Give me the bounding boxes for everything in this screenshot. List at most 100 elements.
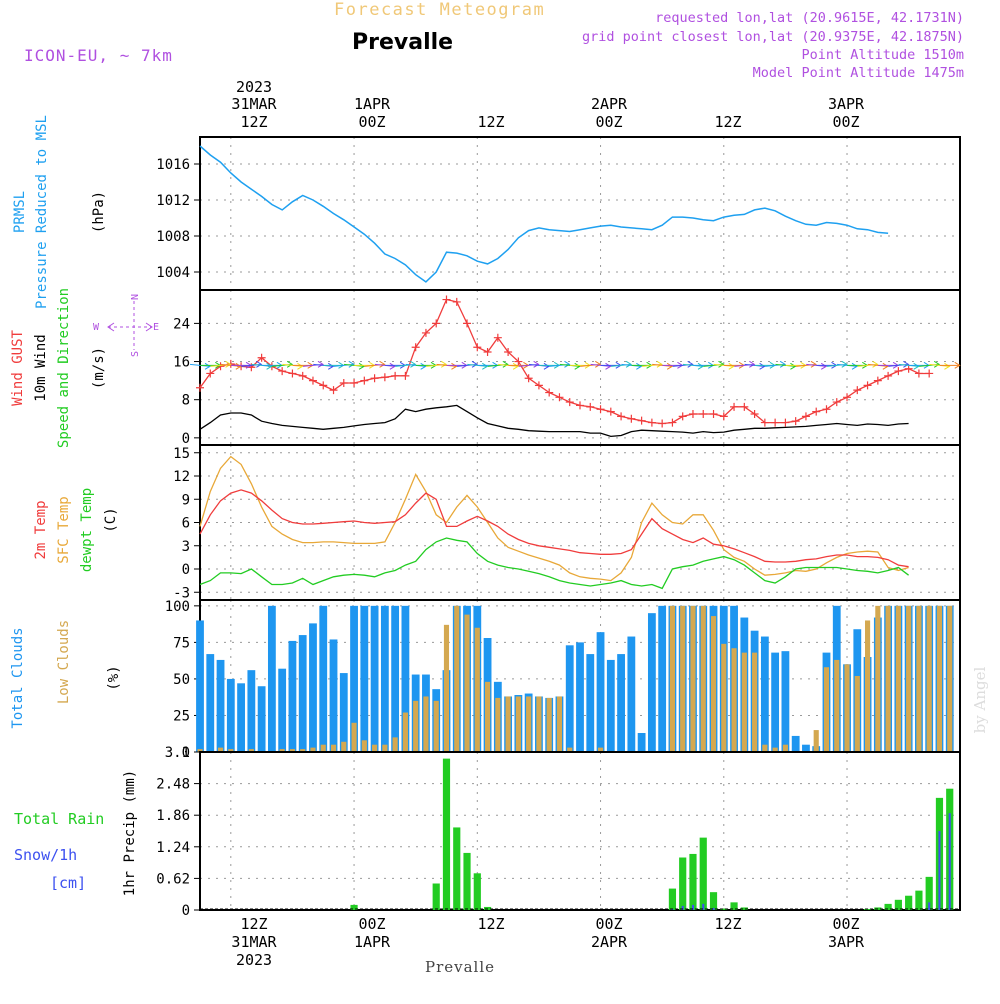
wind-ytick-label-0: 0 — [182, 431, 190, 447]
total-cloud-bar — [257, 686, 266, 752]
wind-direction-arrow — [549, 360, 571, 368]
precipitation-panel: 0 0.62 1.24 1.86 2.48 3.1 — [156, 745, 961, 919]
total-cloud-bar — [401, 605, 410, 752]
rain-bar — [740, 907, 748, 910]
gust-marker — [627, 414, 636, 423]
bottom-time-31mar-12z: 12Z — [240, 915, 267, 933]
location-title: Prevalle — [352, 30, 453, 55]
low-cloud-bar — [875, 605, 881, 752]
wind-direction-arrow — [652, 362, 674, 370]
total-cloud-bar — [206, 654, 215, 752]
gust-marker — [339, 379, 348, 387]
pressure-unit-label: (hPa) — [91, 191, 107, 233]
compass-e: E — [153, 322, 159, 333]
wind-direction-arrow — [395, 360, 417, 368]
total-cloud-bar — [309, 623, 317, 752]
temp-ytick-label-2: 3 — [182, 539, 190, 555]
top-time-3apr-00z: 00Z — [832, 113, 859, 131]
wind-direction-arrow — [898, 362, 920, 370]
bottom-time-labels: 12Z 31MAR 2023 00Z 1APR 12Z 00Z 2APR 12Z… — [231, 915, 865, 969]
gust-marker — [524, 374, 533, 383]
low-cloud-bar — [700, 605, 706, 752]
low-cloud-bar — [289, 749, 295, 752]
total-cloud-bar — [360, 605, 369, 752]
low-cloud-bar — [710, 616, 717, 752]
precip-axis-label: 1hr Precip (mm) — [122, 770, 138, 896]
gust-marker — [843, 393, 852, 402]
precip-ytick-label-0: 0 — [182, 903, 190, 919]
low-cloud-bar — [834, 659, 840, 752]
bottom-date-1apr: 1APR — [354, 933, 391, 951]
wind-direction-arrow — [929, 362, 951, 370]
wind-speed-dir-label: Speed and Direction — [56, 288, 72, 448]
top-time-1apr-00z: 00Z — [358, 113, 385, 131]
footer-location: Prevalle — [425, 958, 495, 976]
low-cloud-bar — [721, 643, 727, 752]
low-cloud-bar — [372, 744, 378, 752]
low-cloud-bar — [567, 747, 573, 752]
wind-direction-arrow — [611, 360, 633, 368]
gust-marker — [442, 295, 451, 304]
temp-unit-label: (C) — [103, 507, 119, 532]
snow-unit-label: [cm] — [50, 874, 86, 892]
low-cloud-bar — [772, 747, 778, 752]
pressure-labels: PRMSL Pressure Reduced to MSL (hPa) — [12, 115, 107, 309]
wind-direction-arrow — [456, 360, 478, 368]
forecast-title: Forecast Meteogram — [334, 0, 545, 20]
precip-ytick-label-4: 2.48 — [156, 777, 190, 793]
gust-marker — [493, 333, 502, 342]
wind-direction-arrow — [487, 360, 509, 368]
low-cloud-bar — [197, 749, 203, 752]
wind-direction-arrow — [302, 360, 324, 368]
low-cloud-bar — [762, 744, 768, 752]
bottom-time-1apr-12z: 12Z — [477, 915, 504, 933]
snow-bar — [948, 813, 951, 910]
rain-bar — [432, 883, 440, 910]
gust-marker — [360, 376, 369, 385]
rain-bar — [925, 876, 933, 910]
bottom-time-2apr-12z: 12Z — [714, 915, 741, 933]
gust-marker — [884, 371, 893, 380]
low-cloud-bar — [895, 605, 901, 752]
temp-ytick-label-1: 0 — [182, 562, 190, 578]
total-cloud-bar — [237, 683, 245, 752]
total-cloud-bar — [596, 632, 605, 752]
clouds-ytick-label-1: 25 — [173, 708, 190, 724]
watermark: by Angel — [971, 666, 989, 733]
wind-direction-arrow — [282, 362, 304, 370]
total-cloud-bar — [370, 605, 379, 752]
gust-marker — [298, 371, 307, 380]
gust-marker — [370, 374, 379, 383]
rain-bar — [689, 853, 697, 910]
low-cloud-bar — [926, 605, 932, 752]
snow-bar — [712, 907, 715, 910]
low-cloud-bar — [485, 681, 491, 752]
total-cloud-bar — [319, 605, 328, 752]
total-cloud-bar — [298, 635, 307, 752]
snow-bar — [681, 905, 684, 910]
total-cloud-bar — [617, 654, 625, 752]
total-cloud-bar — [576, 642, 584, 752]
top-date-1apr: 1APR — [354, 95, 391, 113]
gust-marker — [647, 418, 656, 427]
clouds-ytick-label-0: 0 — [182, 745, 190, 761]
gust-marker — [668, 418, 677, 427]
low-cloud-bar — [690, 605, 696, 752]
wind-direction-arrow — [682, 362, 704, 370]
bottom-time-2apr-00z: 00Z — [595, 915, 622, 933]
low-cloud-bar — [865, 620, 871, 752]
gust-marker — [411, 343, 420, 352]
gust-marker — [709, 410, 718, 418]
low-cloud-bar — [433, 700, 439, 752]
gust-marker — [545, 388, 554, 397]
wind-direction-arrow — [364, 360, 386, 368]
low-cloud-bar — [454, 605, 460, 752]
low-cloud-bar — [597, 747, 604, 752]
low-cloud-bar — [854, 676, 860, 752]
low-cloud-bar — [279, 749, 285, 752]
compass-w-arrowhead — [107, 322, 115, 332]
temp-ytick-label-3: 6 — [182, 516, 190, 532]
total-cloud-bar — [329, 639, 338, 752]
point-altitude: Point Altitude 1510m — [801, 47, 964, 63]
gust-marker — [514, 357, 523, 366]
